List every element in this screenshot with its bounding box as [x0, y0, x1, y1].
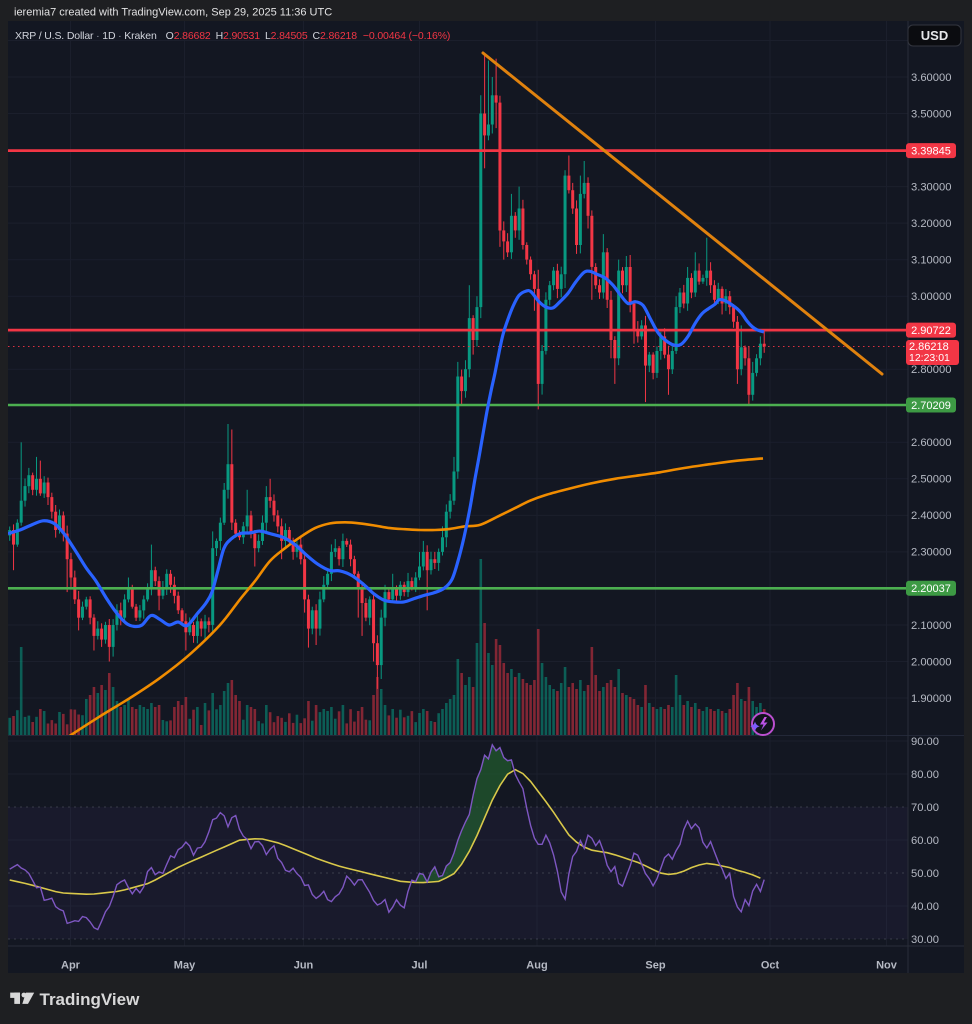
svg-text:2.20037: 2.20037: [911, 583, 951, 595]
svg-text:40.00: 40.00: [911, 901, 939, 913]
svg-text:1.90000: 1.90000: [911, 693, 951, 705]
svg-text:3.00000: 3.00000: [911, 291, 951, 303]
svg-text:2.40000: 2.40000: [911, 510, 951, 522]
svg-text:ieremia7 created with TradingV: ieremia7 created with TradingView.com, S…: [14, 7, 332, 19]
svg-text:Apr: Apr: [61, 960, 81, 972]
svg-text:Sep: Sep: [645, 960, 665, 972]
svg-text:80.00: 80.00: [911, 769, 939, 781]
svg-text:XRP / U.S. Dollar · 1D · Krake: XRP / U.S. Dollar · 1D · Kraken O2.86682 H…: [15, 30, 450, 42]
svg-text:May: May: [174, 960, 196, 972]
svg-text:Jun: Jun: [294, 960, 314, 972]
svg-text:2.30000: 2.30000: [911, 547, 951, 559]
svg-text:USD: USD: [921, 28, 948, 43]
svg-text:2.60000: 2.60000: [911, 437, 951, 449]
svg-text:3.60000: 3.60000: [911, 72, 951, 84]
svg-text:70.00: 70.00: [911, 802, 939, 814]
svg-text:2.80000: 2.80000: [911, 364, 951, 376]
svg-text:30.00: 30.00: [911, 934, 939, 946]
svg-text:2.90722: 2.90722: [911, 325, 951, 337]
svg-text:Jul: Jul: [412, 960, 428, 972]
svg-text:2.10000: 2.10000: [911, 620, 951, 632]
svg-text:Aug: Aug: [526, 960, 547, 972]
svg-text:2.70209: 2.70209: [911, 400, 951, 412]
svg-text:TradingView: TradingView: [40, 990, 141, 1009]
svg-text:3.30000: 3.30000: [911, 181, 951, 193]
svg-text:Oct: Oct: [761, 960, 780, 972]
svg-text:3.39845: 3.39845: [911, 146, 951, 158]
svg-text:2.86218: 2.86218: [909, 341, 949, 353]
svg-text:2.50000: 2.50000: [911, 474, 951, 486]
svg-text:3.10000: 3.10000: [911, 254, 951, 266]
svg-text:Nov: Nov: [876, 960, 898, 972]
svg-text:60.00: 60.00: [911, 835, 939, 847]
svg-text:12:23:01: 12:23:01: [909, 352, 950, 364]
svg-text:2.00000: 2.00000: [911, 656, 951, 668]
svg-text:3.50000: 3.50000: [911, 108, 951, 120]
svg-text:90.00: 90.00: [911, 736, 939, 748]
svg-text:50.00: 50.00: [911, 868, 939, 880]
svg-text:3.20000: 3.20000: [911, 218, 951, 230]
